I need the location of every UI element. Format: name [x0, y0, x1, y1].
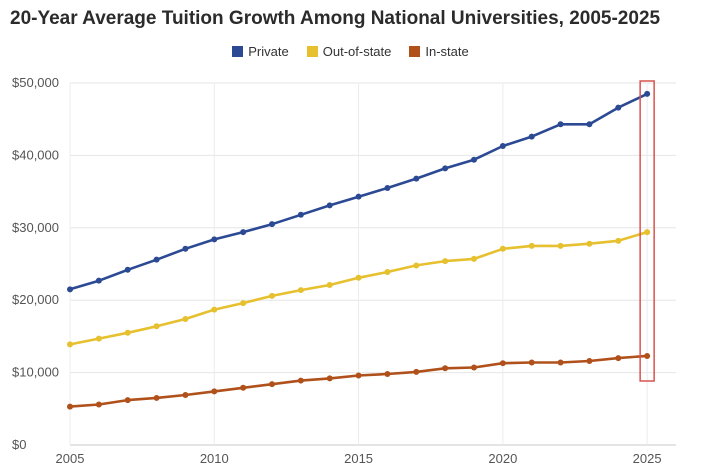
data-point-in-state	[153, 394, 160, 401]
data-point-out-of-state	[384, 268, 391, 275]
data-point-out-of-state	[182, 316, 189, 323]
data-point-in-state	[269, 381, 275, 388]
data-point-private	[644, 90, 651, 97]
legend-swatch-out-of-state	[306, 46, 318, 57]
data-point-private	[355, 193, 362, 200]
data-point-private	[211, 236, 218, 243]
data-point-private	[269, 221, 275, 228]
data-point-in-state	[384, 371, 391, 378]
data-point-out-of-state	[95, 335, 102, 342]
data-point-in-state	[499, 360, 506, 367]
data-point-in-state	[67, 403, 73, 410]
y-tick-label: $10,000	[12, 365, 59, 380]
data-point-in-state	[615, 355, 622, 362]
data-point-in-state	[471, 364, 477, 371]
chart-legend: Private Out-of-state In-state	[0, 44, 701, 59]
data-point-in-state	[442, 365, 449, 372]
data-point-private	[413, 175, 420, 182]
data-point-in-state	[355, 372, 362, 379]
data-point-in-state	[413, 368, 420, 375]
data-point-out-of-state	[67, 341, 73, 348]
data-point-in-state	[182, 392, 189, 399]
legend-label-out-of-state: Out-of-state	[322, 44, 392, 59]
data-point-out-of-state	[269, 292, 275, 299]
legend-item-private[interactable]: Private	[232, 44, 289, 59]
x-tick-label: 2005	[56, 451, 85, 464]
y-tick-label: $0	[12, 437, 26, 452]
data-point-private	[615, 104, 622, 111]
chart-title: 20-Year Average Tuition Growth Among Nat…	[10, 8, 661, 29]
data-point-in-state	[124, 397, 131, 404]
y-tick-label: $30,000	[12, 220, 59, 235]
data-point-private	[182, 245, 189, 252]
data-point-out-of-state	[471, 255, 477, 262]
x-tick-label: 2010	[200, 451, 229, 464]
data-point-in-state	[326, 375, 333, 382]
data-point-out-of-state	[499, 245, 506, 252]
data-point-in-state	[644, 352, 651, 359]
data-point-private	[384, 184, 391, 191]
legend-swatch-private	[232, 46, 244, 57]
data-point-private	[471, 156, 477, 163]
data-point-private	[442, 165, 449, 172]
data-point-private	[240, 229, 247, 236]
data-point-out-of-state	[153, 323, 160, 330]
data-point-out-of-state	[124, 329, 131, 336]
data-point-out-of-state	[240, 300, 247, 307]
data-point-private	[153, 256, 160, 263]
y-tick-label: $40,000	[12, 147, 59, 162]
legend-label-in-state: In-state	[425, 44, 469, 59]
data-point-out-of-state	[528, 242, 535, 249]
highlight-box	[639, 80, 655, 382]
data-point-private	[67, 286, 73, 293]
data-point-in-state	[586, 358, 593, 365]
data-point-private	[124, 266, 131, 273]
data-point-out-of-state	[557, 242, 564, 249]
data-point-in-state	[528, 359, 535, 366]
y-tick-label: $20,000	[12, 292, 59, 307]
data-point-private	[95, 277, 102, 284]
legend-item-out-of-state[interactable]: Out-of-state	[306, 44, 392, 59]
data-point-in-state	[240, 384, 247, 391]
data-point-out-of-state	[586, 240, 593, 247]
data-point-private	[557, 121, 564, 128]
data-point-private	[586, 121, 593, 128]
data-point-out-of-state	[615, 237, 622, 244]
data-point-in-state	[211, 388, 218, 395]
data-point-out-of-state	[442, 258, 449, 265]
data-point-private	[297, 211, 304, 218]
data-point-private	[326, 202, 333, 209]
x-tick-label: 2015	[344, 451, 373, 464]
data-point-out-of-state	[326, 281, 333, 288]
data-point-out-of-state	[297, 287, 304, 294]
x-tick-label: 2020	[488, 451, 517, 464]
data-point-private	[528, 133, 535, 140]
legend-label-private: Private	[248, 44, 289, 59]
data-point-in-state	[297, 377, 304, 384]
legend-swatch-in-state	[409, 46, 421, 57]
data-point-in-state	[557, 359, 564, 366]
data-point-private	[499, 142, 506, 149]
data-point-out-of-state	[211, 306, 218, 313]
data-point-out-of-state	[413, 262, 420, 269]
data-point-out-of-state	[644, 229, 651, 236]
data-point-out-of-state	[355, 274, 362, 281]
x-tick-label: 2025	[633, 451, 662, 464]
data-point-in-state	[95, 401, 102, 408]
legend-item-in-state[interactable]: In-state	[409, 44, 469, 59]
y-tick-label: $50,000	[12, 75, 59, 90]
